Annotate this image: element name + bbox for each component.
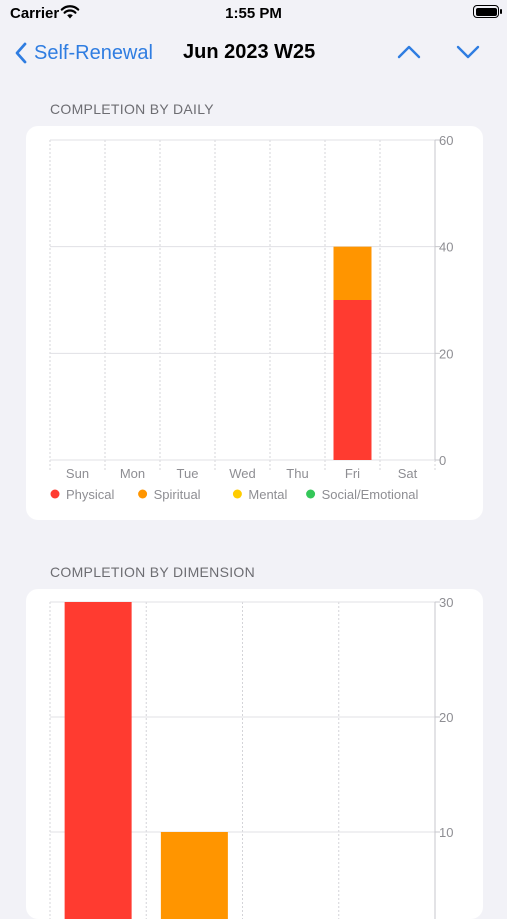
battery-icon bbox=[473, 5, 502, 18]
legend-swatch bbox=[138, 489, 148, 499]
daily-chart-card: 0 20 40 60 Sun Mon Tue Wed Thu Fri Sat Physical Spir… bbox=[26, 126, 483, 520]
x-tick-label: Wed bbox=[229, 466, 256, 481]
next-week-button[interactable] bbox=[455, 42, 481, 67]
dimension-completion-chart: 10 20 30 bbox=[49, 595, 453, 919]
legend-swatch bbox=[232, 489, 242, 499]
legend-label: Social/Emotional bbox=[322, 487, 419, 502]
legend-label: Physical bbox=[66, 487, 115, 502]
y-tick-label: 10 bbox=[439, 825, 453, 840]
daily-completion-chart: 0 20 40 60 Sun Mon Tue Wed Thu Fri Sat Physical Spir… bbox=[49, 133, 453, 502]
x-tick-label: Tue bbox=[177, 466, 199, 481]
legend-label: Mental bbox=[248, 487, 287, 502]
x-tick-label: Fri bbox=[345, 466, 360, 481]
y-tick-label: 60 bbox=[439, 133, 453, 148]
x-tick-label: Sun bbox=[66, 466, 89, 481]
wifi-icon bbox=[60, 4, 80, 25]
legend-swatch bbox=[306, 489, 316, 499]
chevron-down-icon bbox=[456, 45, 480, 59]
back-button[interactable]: Self-Renewal bbox=[14, 38, 153, 68]
y-tick-label: 20 bbox=[439, 346, 453, 361]
bar-physical-fri bbox=[333, 300, 372, 460]
x-tick-label: Thu bbox=[286, 466, 308, 481]
status-time: 1:55 PM bbox=[225, 5, 282, 22]
dimension-section-header: COMPLETION BY DIMENSION bbox=[50, 564, 256, 580]
chevron-up-icon bbox=[397, 45, 421, 59]
y-tick-label: 0 bbox=[439, 453, 446, 468]
legend-swatch bbox=[50, 489, 60, 499]
bar-spiritual-fri bbox=[333, 246, 372, 300]
x-tick-label: Sat bbox=[398, 466, 418, 481]
y-tick-label: 40 bbox=[439, 240, 453, 255]
previous-week-button[interactable] bbox=[396, 42, 422, 67]
y-tick-label: 30 bbox=[439, 595, 453, 610]
back-button-label: Self-Renewal bbox=[34, 41, 153, 64]
bar-spiritual bbox=[160, 832, 228, 919]
status-bar: Carrier 1:55 PM bbox=[0, 0, 507, 28]
x-tick-label: Mon bbox=[120, 466, 145, 481]
page-title: Jun 2023 W25 bbox=[183, 41, 316, 63]
y-tick-label: 20 bbox=[439, 710, 453, 725]
dimension-chart-card: 10 20 30 bbox=[26, 589, 483, 919]
chevron-left-icon bbox=[15, 42, 27, 64]
legend-label: Spiritual bbox=[154, 487, 201, 502]
navigation-bar: Self-Renewal Jun 2023 W25 bbox=[0, 32, 507, 76]
carrier-label: Carrier bbox=[10, 5, 60, 22]
daily-section-header: COMPLETION BY DAILY bbox=[50, 101, 214, 117]
bar-physical bbox=[64, 602, 132, 919]
